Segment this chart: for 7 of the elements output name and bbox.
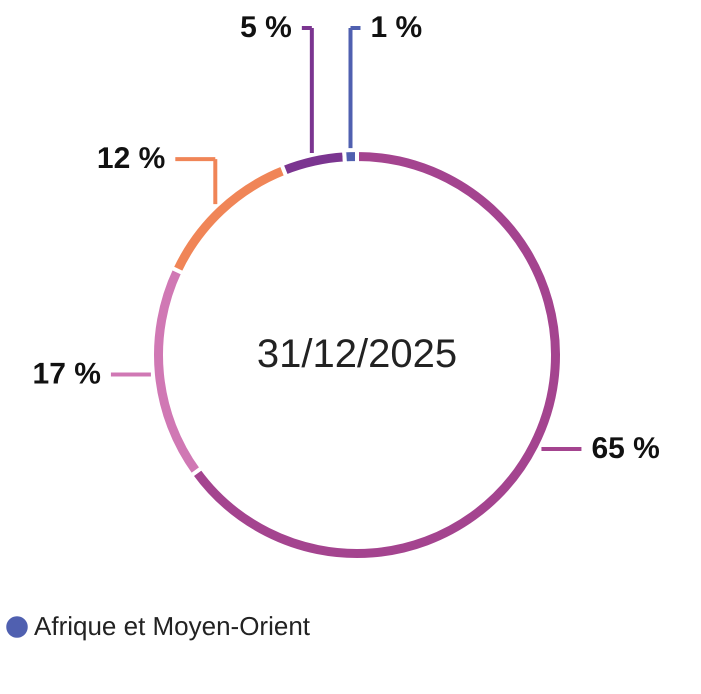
data-label: 65 %: [591, 432, 660, 465]
data-label: 17 %: [32, 357, 101, 390]
text: 31/12/2025: [256, 332, 458, 376]
data-label: 5 %: [240, 11, 292, 44]
legend-label: Afrique et Moyen-Orient: [34, 611, 311, 641]
data-label: 12 %: [96, 142, 166, 176]
data-label: 1 %: [370, 11, 422, 44]
